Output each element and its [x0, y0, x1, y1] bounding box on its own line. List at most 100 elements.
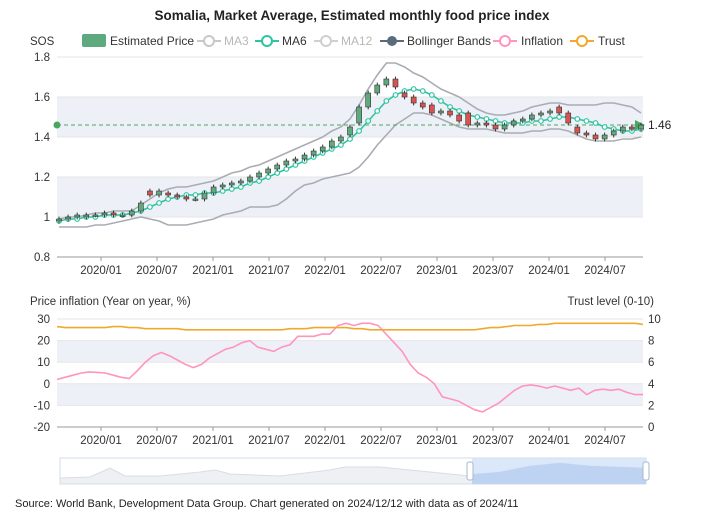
price-gridlines [57, 56, 643, 258]
inflation-x-tick-label: 2023/01 [416, 435, 458, 447]
zoom-selected-preview [472, 463, 646, 484]
trust-line [56, 322, 644, 331]
inflation-gridlines [57, 318, 643, 428]
inflation-band [57, 383, 643, 406]
price-candle [410, 96, 417, 104]
bollinger-lower-line [59, 112, 642, 228]
inflation-x-tick-label: 2021/07 [248, 435, 290, 447]
price-candle [610, 130, 617, 136]
price-x-tick-label: 2022/07 [360, 265, 402, 277]
inflation-y-tick-label: -20 [33, 422, 50, 434]
price-candle [301, 154, 308, 160]
price-candle [638, 124, 644, 130]
legend-label: MA6 [282, 34, 307, 48]
price-candle [347, 126, 353, 136]
price-candle [210, 186, 217, 194]
inflation-x-tick-label: 2024/07 [584, 435, 626, 447]
price-candle [483, 122, 490, 126]
legend-ma3-circle-icon [203, 35, 215, 47]
trust-y-tick-label: 0 [648, 422, 654, 434]
inflation-band [57, 340, 643, 363]
legend-label: Estimated Price [110, 34, 194, 48]
ma6-point [601, 124, 608, 130]
price-candle [519, 118, 526, 122]
trust-y-tick-label: 6 [648, 357, 654, 369]
legend-label: MA12 [341, 34, 373, 48]
inflation-trust-series [56, 322, 644, 413]
price-candle [319, 146, 326, 152]
ma6-point [410, 86, 417, 92]
price-x-tick-label: 2021/01 [192, 265, 234, 277]
inflation-x-tick-label: 2020/07 [136, 435, 178, 447]
inflation-x-ticks: 2020/01 2020/07 2021/01 2021/07 2022/01 2022/… [80, 427, 626, 447]
price-candle [565, 112, 572, 124]
price-candle [556, 106, 562, 114]
inflation-trust-panel: Price inflation (Year on year, %) Trust … [30, 296, 661, 447]
trust-y-tick-label: 10 [648, 314, 661, 326]
data-zoom-slider[interactable] [59, 457, 650, 485]
price-candle [629, 126, 635, 130]
price-candle [510, 120, 517, 126]
price-candle [438, 110, 444, 114]
ma6-point [147, 204, 153, 210]
price-candle [128, 210, 135, 216]
price-candle [101, 212, 108, 216]
inflation-y-tick-label: 10 [37, 357, 50, 369]
price-series [53, 62, 645, 228]
price-candle [283, 160, 290, 166]
price-candle [501, 124, 508, 130]
price-candle [165, 192, 171, 196]
price-x-tick-label: 2022/01 [304, 265, 346, 277]
legend-item-ma3[interactable]: MA3 [197, 34, 249, 48]
price-candle [74, 214, 80, 218]
zoom-handle-left[interactable] [466, 461, 474, 481]
price-candle [56, 218, 62, 222]
ma6-point [547, 116, 553, 122]
price-y-ticks: 0.8 1 1.2 1.4 1.6 1.8 [34, 52, 51, 264]
trust-axis-title: Trust level (0-10) [568, 296, 655, 308]
price-x-tick-label: 2023/07 [472, 265, 514, 277]
ma6-point [574, 116, 581, 122]
legend-item-trust[interactable]: Trust [570, 34, 626, 48]
price-candle [383, 78, 390, 86]
trust-y-tick-label: 2 [648, 400, 654, 412]
source-note: Source: World Bank, Development Data Gro… [15, 498, 518, 510]
inflation-x-tick-label: 2024/01 [528, 435, 570, 447]
price-candle [192, 198, 199, 201]
legend-item-ma12[interactable]: MA12 [314, 34, 373, 48]
price-candle [247, 176, 253, 182]
price-candle [620, 126, 626, 132]
price-candle [547, 110, 553, 114]
price-candle [474, 122, 481, 126]
price-candle [119, 214, 126, 217]
price-candle [228, 182, 235, 186]
legend-item-inflation[interactable]: Inflation [493, 34, 563, 48]
ma6-point [365, 118, 372, 124]
price-candle [310, 150, 317, 156]
price-panel: SOS 0.8 1 1.2 1.4 1.6 1.8 2020/01 2020/07 2021/… [30, 36, 672, 277]
inflation-axis-title: Price inflation (Year on year, %) [30, 296, 191, 308]
zoom-handle-right[interactable] [642, 461, 650, 481]
price-candle [456, 114, 462, 122]
price-candle [538, 112, 544, 116]
price-candle [401, 92, 408, 98]
price-x-ticks: 2020/01 2020/07 2021/01 2021/07 2022/01 2022/… [80, 257, 626, 277]
legend[interactable]: Estimated Price MA3 MA6 MA12 Bollinger B… [82, 34, 626, 48]
price-candle [601, 134, 608, 140]
inflation-x-tick-label: 2021/01 [192, 435, 234, 447]
price-axis-unit: SOS [30, 36, 55, 48]
price-y-tick-label: 0.8 [34, 252, 50, 264]
price-candle [147, 190, 153, 196]
price-candle [65, 216, 71, 220]
price-y-tick-label: 1.4 [34, 132, 51, 144]
legend-item-ma6[interactable]: MA6 [255, 34, 307, 48]
price-candle [265, 168, 271, 174]
price-candle [183, 196, 190, 200]
legend-item-estimated-price[interactable]: Estimated Price [82, 34, 194, 48]
price-candle [338, 136, 344, 142]
legend-item-bollinger[interactable]: Bollinger Bands [380, 34, 491, 48]
inflation-x-tick-label: 2022/07 [360, 435, 402, 447]
